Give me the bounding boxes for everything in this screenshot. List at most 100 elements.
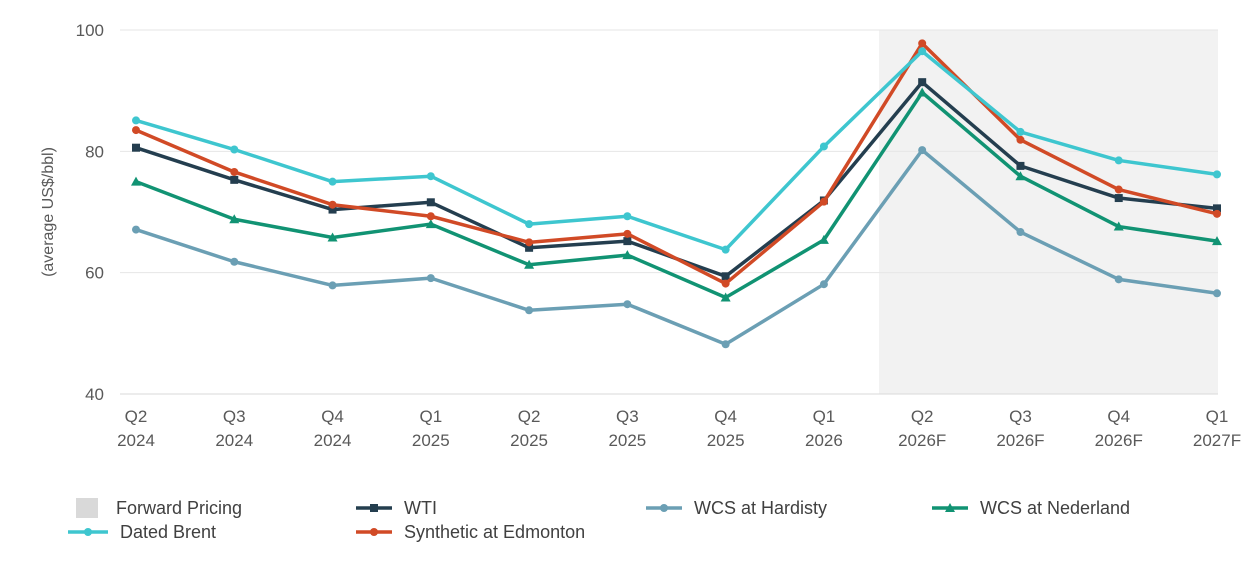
x-tick-label: Q2 2025: [510, 407, 548, 450]
y-tick-label: 80: [85, 142, 104, 161]
legend-marker-synthetic-at-edmonton: [370, 528, 378, 536]
data-point-dated-brent: [230, 145, 239, 154]
data-point-wcs-at-nederland: [818, 234, 829, 244]
data-point-synthetic-at-edmonton: [1016, 135, 1025, 144]
data-point-wcs-at-hardisty: [1114, 275, 1123, 284]
data-point-wti: [1114, 194, 1123, 203]
x-tick-label: Q3 2024: [215, 407, 253, 450]
series-lines: [131, 39, 1222, 349]
data-point-synthetic-at-edmonton: [328, 200, 337, 209]
forward-pricing-shade: [879, 30, 1218, 394]
series-dated-brent: [132, 47, 1221, 254]
data-point-wcs-at-nederland: [1212, 236, 1222, 246]
data-point-synthetic-at-edmonton: [230, 167, 239, 176]
data-point-wti: [721, 272, 730, 281]
series-line-wcs-at-hardisty: [134, 148, 1219, 347]
data-point-synthetic-at-edmonton: [819, 197, 828, 206]
legend-entry-wti: WTI: [356, 498, 437, 518]
data-point-wcs-at-hardisty: [623, 300, 632, 309]
data-point-dated-brent: [1016, 127, 1025, 136]
legend-entry-synthetic-at-edmonton: Synthetic at Edmonton: [356, 522, 585, 542]
x-tick-label: Q4 2026F: [1095, 407, 1143, 450]
data-point-wti: [623, 237, 632, 246]
data-point-wcs-at-hardisty: [1213, 289, 1221, 298]
legend: Forward Pricing WTI WCS at Hardisty WCS at …: [68, 498, 1130, 542]
data-point-wcs-at-nederland: [1015, 171, 1026, 181]
data-point-wcs-at-nederland: [131, 176, 141, 186]
data-point-wcs-at-hardisty: [819, 280, 828, 289]
data-point-dated-brent: [426, 172, 435, 181]
data-point-wcs-at-hardisty: [525, 306, 534, 315]
data-point-dated-brent: [819, 142, 828, 151]
y-axis-label: (average US$/bbl): [40, 147, 57, 277]
series-line-dated-brent: [134, 49, 1219, 252]
data-point-wti: [1016, 161, 1025, 170]
data-point-synthetic-at-edmonton: [721, 279, 730, 288]
data-point-synthetic-at-edmonton: [623, 229, 632, 238]
data-point-wcs-at-hardisty: [721, 340, 730, 349]
data-point-wcs-at-nederland: [425, 219, 436, 229]
data-point-synthetic-at-edmonton: [918, 39, 927, 48]
data-point-wcs-at-hardisty: [328, 281, 337, 290]
data-point-wcs-at-nederland: [524, 259, 535, 269]
series-synthetic-at-edmonton: [132, 39, 1221, 288]
data-point-wcs-at-hardisty: [230, 257, 239, 266]
data-point-dated-brent: [525, 220, 534, 229]
data-point-dated-brent: [1213, 170, 1221, 179]
x-tick-label: Q4 2024: [314, 407, 352, 450]
series-wcs-at-nederland: [131, 87, 1222, 302]
data-point-wcs-at-nederland: [720, 292, 731, 302]
legend-marker-wcs-at-nederland: [945, 503, 955, 512]
data-point-dated-brent: [328, 177, 337, 186]
x-tick-label: Q1 2026: [805, 407, 843, 450]
data-point-wti: [230, 175, 239, 184]
legend-entry-dated-brent: Dated Brent: [68, 522, 216, 542]
legend-marker-wcs-at-hardisty: [660, 504, 668, 512]
data-point-wcs-at-hardisty: [426, 274, 435, 283]
series-wcs-at-hardisty: [132, 146, 1221, 349]
data-point-synthetic-at-edmonton: [1114, 185, 1123, 194]
x-tick-label: Q2 2026F: [898, 407, 946, 450]
data-point-wti: [1213, 204, 1221, 213]
data-point-wcs-at-hardisty: [132, 225, 140, 234]
data-point-dated-brent: [132, 116, 140, 125]
data-point-synthetic-at-edmonton: [1213, 209, 1221, 218]
x-tick-label: Q3 2026F: [996, 407, 1044, 450]
legend-marker-dated-brent: [84, 528, 92, 536]
data-point-dated-brent: [623, 212, 632, 221]
y-axis-ticks: 40 60 80 100: [76, 21, 104, 404]
data-point-dated-brent: [918, 47, 927, 56]
y-tick-label: 60: [85, 264, 104, 283]
legend-label: Dated Brent: [120, 522, 216, 542]
x-tick-label: Q1 2025: [412, 407, 450, 450]
data-point-wcs-at-nederland: [622, 250, 633, 260]
data-point-wti: [132, 143, 140, 152]
y-tick-label: 40: [85, 385, 104, 404]
legend-entry-forward-pricing: Forward Pricing: [76, 498, 242, 518]
series-line-synthetic-at-edmonton: [134, 41, 1219, 286]
data-point-dated-brent: [721, 245, 730, 254]
legend-label: WCS at Hardisty: [694, 498, 827, 518]
x-tick-label: Q2 2024: [117, 407, 155, 450]
data-point-wti: [328, 205, 337, 214]
data-point-wcs-at-nederland: [1113, 221, 1124, 231]
data-point-wti: [918, 78, 927, 87]
data-point-wcs-at-hardisty: [918, 146, 927, 155]
legend-label: WCS at Nederland: [980, 498, 1130, 518]
x-tick-label: Q3 2025: [608, 407, 646, 450]
x-tick-label: Q1 2027F: [1193, 407, 1241, 450]
data-point-wcs-at-nederland: [327, 232, 338, 242]
legend-label: Synthetic at Edmonton: [404, 522, 585, 542]
legend-label: WTI: [404, 498, 437, 518]
data-point-wti: [525, 243, 534, 252]
data-point-wcs-at-nederland: [229, 214, 240, 224]
data-point-dated-brent: [1114, 156, 1123, 165]
legend-label: Forward Pricing: [116, 498, 242, 518]
data-point-synthetic-at-edmonton: [426, 212, 435, 221]
series-line-wcs-at-nederland: [134, 90, 1219, 300]
data-point-wcs-at-nederland: [917, 87, 928, 97]
gridlines: [120, 29, 1218, 395]
y-tick-label: 100: [76, 21, 104, 40]
data-point-synthetic-at-edmonton: [132, 126, 140, 135]
